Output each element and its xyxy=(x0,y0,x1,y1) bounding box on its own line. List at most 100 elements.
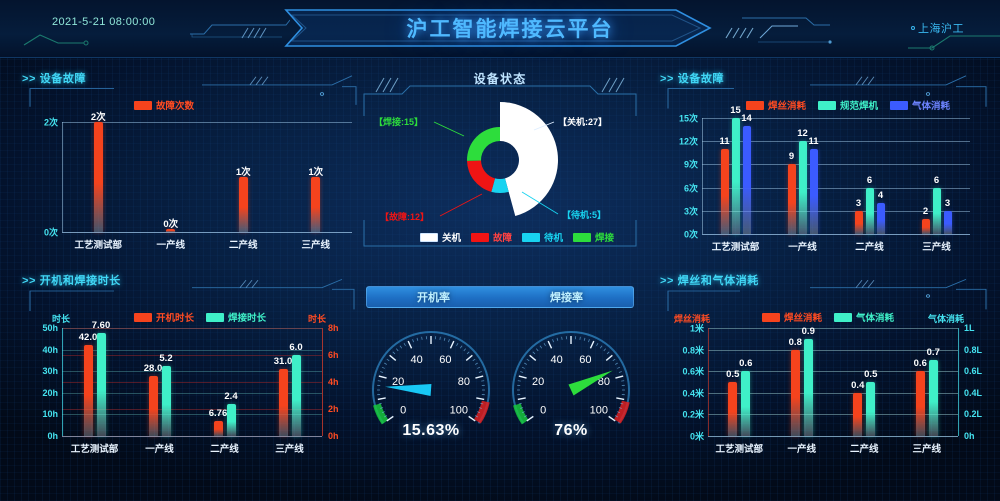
bar[interactable] xyxy=(96,333,106,436)
gauge-needle xyxy=(568,370,613,396)
y-axis-tick-right: 8h xyxy=(328,323,339,333)
gauge-scale-number: 0 xyxy=(400,405,406,417)
y-axis-tick-right: 0h xyxy=(964,431,975,441)
bar[interactable] xyxy=(83,345,93,436)
bar[interactable] xyxy=(866,382,876,436)
legend-item[interactable]: 焊丝消耗 xyxy=(746,98,806,112)
y-axis-tick-right: 0.8L xyxy=(964,344,983,355)
bar[interactable] xyxy=(790,349,800,436)
bar-value-label: 28.0 xyxy=(143,362,163,374)
donut-slice[interactable] xyxy=(467,127,500,161)
gridline-secondary xyxy=(62,328,322,329)
rate-tabs[interactable]: 开机率 焊接率 xyxy=(366,286,634,308)
y-axis-tick: 0h xyxy=(47,431,58,441)
bar-value-label: 5.2 xyxy=(159,352,173,364)
gauge-ring xyxy=(512,331,630,424)
bar-value-label: 2.4 xyxy=(224,390,238,402)
bar[interactable] xyxy=(853,392,863,436)
legend-fault-right: 焊丝消耗 规范焊机 气体消耗 xyxy=(746,98,950,112)
legend-label: 气体消耗 xyxy=(856,313,895,324)
bar[interactable] xyxy=(803,338,813,436)
header-left-decoration xyxy=(23,34,89,46)
gauge-tick xyxy=(478,407,482,409)
legend-swatch-icon xyxy=(134,100,152,110)
bar[interactable] xyxy=(876,203,885,234)
panel-consume: >> 焊丝和气体消耗 焊丝消耗 气体消耗 焊丝消耗 气体消耗 1米 0.8米 0.6米… xyxy=(660,272,990,464)
bar[interactable] xyxy=(798,141,807,234)
bar[interactable] xyxy=(928,360,938,436)
donut-slice[interactable] xyxy=(467,160,496,192)
gauge-scale-number: 40 xyxy=(551,354,563,366)
bar[interactable] xyxy=(720,148,729,234)
bar-value-label: 3 xyxy=(855,197,862,209)
bar-value-label: 0.7 xyxy=(926,347,940,359)
legend-swatch-icon xyxy=(471,232,490,242)
gauge-tick xyxy=(583,337,586,341)
gauge-ring xyxy=(372,331,490,424)
duration-left-axis-label: 时长 xyxy=(52,314,71,324)
legend-item[interactable]: 气体消耗 xyxy=(834,310,894,324)
leader-line xyxy=(533,121,555,131)
gauge-value: 15.63% xyxy=(402,422,460,439)
bar[interactable] xyxy=(943,210,952,234)
legend-item[interactable]: 故障 xyxy=(471,230,512,244)
gauge-tick xyxy=(521,411,525,414)
gauge-scale-number: 80 xyxy=(458,376,470,388)
legend-label: 焊接时长 xyxy=(228,313,267,324)
gauge-tick xyxy=(463,348,467,352)
gauge-tick xyxy=(547,340,553,349)
bar[interactable] xyxy=(731,118,740,234)
bar[interactable] xyxy=(742,125,751,234)
brand-text: 上海沪工 xyxy=(918,23,964,35)
legend-item[interactable]: 规范焊机 xyxy=(818,98,878,112)
y-axis-tick: 12次 xyxy=(678,136,698,147)
bar[interactable] xyxy=(166,229,176,232)
bar[interactable] xyxy=(741,371,751,436)
bar[interactable] xyxy=(915,371,925,436)
gauge-tick xyxy=(520,371,524,373)
tab-weld-rate[interactable]: 焊接率 xyxy=(550,292,583,304)
bar[interactable] xyxy=(865,187,874,234)
legend-item[interactable]: 待机 xyxy=(522,230,563,244)
bar[interactable] xyxy=(278,369,288,436)
legend-label: 关机 xyxy=(442,233,462,244)
x-axis-category: 工艺测试部 xyxy=(715,444,764,455)
gauge-zone xyxy=(614,400,630,424)
bar[interactable] xyxy=(213,421,223,436)
bar[interactable] xyxy=(854,210,863,234)
bar[interactable] xyxy=(291,355,301,436)
panel-duration: >> 开机和焊接时长 时长 时长 开机时长 焊接时长 50h 40h 30h 20h 10… xyxy=(22,272,358,464)
gauge-scale-number: 60 xyxy=(439,354,451,366)
legend-item[interactable]: 关机 xyxy=(420,230,461,244)
gauge-tick xyxy=(521,366,525,369)
bar-value-label: 2次 xyxy=(90,112,106,123)
y-axis-tick: 2次 xyxy=(43,117,58,128)
bar[interactable] xyxy=(148,375,158,436)
bar[interactable] xyxy=(226,403,236,436)
legend-item[interactable]: 焊接 xyxy=(573,230,614,244)
bar[interactable] xyxy=(932,187,941,234)
x-axis-category: 一产线 xyxy=(156,240,186,251)
gauge-tick xyxy=(480,402,484,405)
bar[interactable] xyxy=(161,365,171,436)
tab-power-rate[interactable]: 开机率 xyxy=(417,292,450,304)
gauge-tick xyxy=(539,345,543,349)
left-axis-line xyxy=(702,118,703,234)
bar[interactable] xyxy=(921,218,930,234)
legend-item[interactable]: 开机时长 xyxy=(134,310,194,324)
gauge-tick xyxy=(466,351,470,355)
donut-slice[interactable] xyxy=(500,102,558,216)
bar[interactable] xyxy=(809,148,818,234)
donut-slice[interactable] xyxy=(491,178,509,193)
legend-item[interactable]: 焊接时长 xyxy=(206,310,266,324)
bar-value-label: 0次 xyxy=(163,219,179,230)
gauge-tick xyxy=(526,358,530,362)
legend-item[interactable]: 气体消耗 xyxy=(890,98,950,112)
legend-item[interactable]: 焊丝消耗 xyxy=(762,310,822,324)
x-axis-category: 三产线 xyxy=(301,240,331,251)
bar[interactable] xyxy=(728,382,738,436)
bar[interactable] xyxy=(238,177,248,232)
bar[interactable] xyxy=(93,122,103,232)
bar[interactable] xyxy=(311,177,321,232)
bar[interactable] xyxy=(787,164,796,234)
